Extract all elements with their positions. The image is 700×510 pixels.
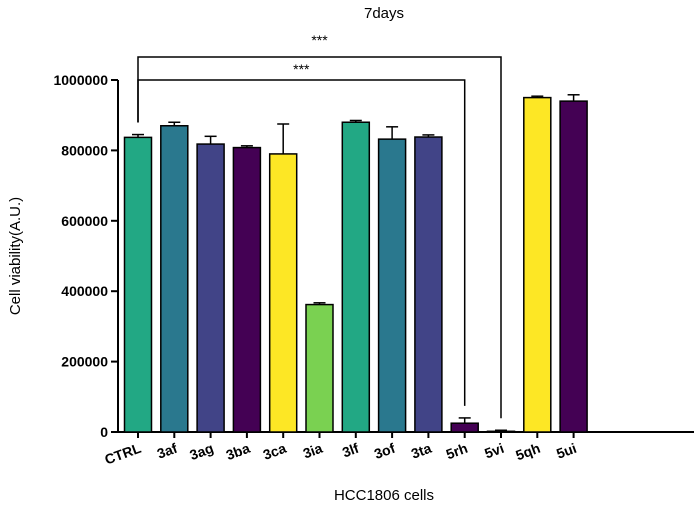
bar-3af (160, 125, 189, 433)
significance-bracket (137, 79, 466, 406)
bars (123, 96, 588, 433)
bar-5vi (486, 430, 516, 433)
significance-brackets: ****** (137, 32, 502, 419)
x-tick-label: 3af (155, 440, 180, 462)
significance-label: *** (293, 61, 310, 77)
x-tick-label: 3ca (261, 440, 289, 463)
x-tick-label: 3ba (224, 440, 252, 463)
chart-title: 7days (364, 5, 404, 22)
x-ticks: CTRL 3af 3ag 3ba 3ca 3ia 3lf 3of 3ta 5rh 5vi 5qh 5ui (102, 432, 579, 468)
significance-label: *** (311, 32, 328, 48)
bar-5qh (523, 96, 552, 433)
error-bars (132, 94, 580, 432)
bar-3ba (232, 146, 262, 433)
bar-3of (377, 138, 407, 433)
x-tick-label: 3of (372, 440, 398, 462)
bar-CTRL (123, 136, 153, 433)
bar-3ta (414, 136, 443, 433)
y-tick-label: 800000 (61, 142, 108, 158)
x-axis-label: HCC1806 cells (334, 487, 434, 504)
x-tick-label: 3ag (187, 440, 215, 463)
y-ticks: 0 200000 400000 600000 800000 1000000 (53, 72, 118, 440)
y-tick-label: 400000 (61, 283, 108, 299)
x-tick-label: CTRL (102, 440, 143, 468)
x-tick-label: 3ia (301, 440, 325, 462)
y-tick-label: 600000 (61, 213, 108, 229)
bar-3ag (196, 143, 225, 433)
bar-3lf (341, 121, 371, 433)
y-tick-label: 1000000 (53, 72, 108, 88)
y-tick-label: 200000 (61, 354, 108, 370)
bar-5rh (450, 422, 479, 433)
x-tick-label: 5qh (513, 440, 542, 464)
y-axis-label: Cell viability(A.U.) (7, 197, 24, 315)
x-tick-label: 3ta (409, 440, 434, 462)
x-tick-label: 3lf (340, 440, 361, 461)
x-tick-label: 5rh (444, 440, 470, 462)
x-tick-label: 5vi (482, 440, 506, 462)
bar-3ca (268, 153, 298, 433)
y-tick-label: 0 (100, 424, 108, 440)
x-tick-label: 5ui (554, 440, 578, 462)
bar-3ia (305, 303, 334, 433)
bar-5ui (559, 100, 588, 433)
